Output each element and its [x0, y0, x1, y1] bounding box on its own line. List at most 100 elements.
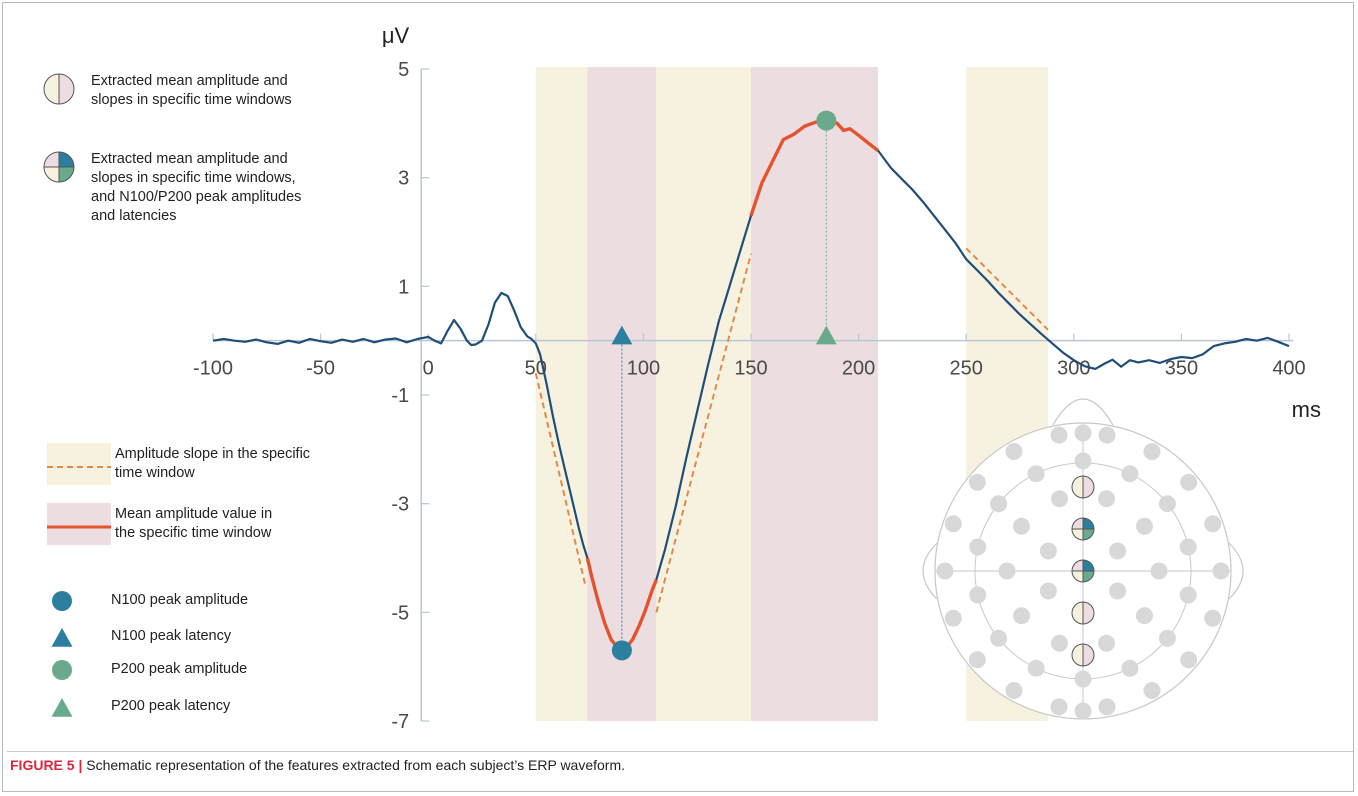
quadrant-top-right	[59, 152, 74, 167]
marked-electrode-2	[1071, 517, 1095, 541]
quadrant-bottom-left	[1072, 571, 1083, 582]
x-tick-label: -50	[306, 358, 335, 380]
four-quadrant-circle-icon	[43, 151, 75, 183]
outline	[43, 151, 75, 183]
electrode	[1013, 517, 1030, 535]
marked-electrode-4	[1071, 601, 1095, 625]
head-left-ear	[922, 542, 938, 600]
electrode	[1109, 582, 1127, 600]
erp-waveform-line	[212, 119, 1290, 652]
slope-lines	[534, 247, 1049, 613]
electrode	[990, 495, 1008, 513]
marked-electrode-1	[1071, 475, 1095, 499]
electrode	[1074, 424, 1092, 442]
left-half	[1072, 602, 1083, 624]
outline	[1071, 643, 1095, 667]
n100-amplitude-marker	[611, 640, 632, 661]
head-right-ear	[1228, 542, 1244, 600]
left-half	[1072, 644, 1083, 666]
electrode	[990, 629, 1008, 647]
time-window-1	[535, 67, 588, 721]
quadrant-bottom-right	[59, 167, 74, 182]
electrode	[1039, 582, 1057, 600]
legend-swatch-yellow	[47, 443, 111, 485]
legend-top-item-2: Extracted mean amplitude and slopes in sp…	[43, 151, 301, 224]
blue-triangle-icon	[51, 628, 73, 647]
right-half	[59, 74, 74, 104]
electrode	[1050, 698, 1068, 716]
electrode	[1121, 465, 1139, 483]
electrode	[1204, 609, 1222, 627]
legend-text-line: Extracted mean amplitude and	[91, 151, 288, 167]
electrode	[969, 586, 987, 604]
electrode	[1121, 659, 1139, 677]
right-half	[1083, 644, 1094, 666]
time-window-4	[751, 67, 878, 721]
electrode	[1143, 443, 1161, 460]
two-quadrant-circle-icon	[43, 73, 75, 105]
electrode	[944, 609, 962, 627]
legend-bottom-item-2: Mean amplitude value in the specific time…	[47, 503, 272, 545]
legend-text-line: slopes in specific time windows	[91, 92, 292, 108]
quadrant-top-left	[1072, 518, 1083, 529]
outline	[1071, 601, 1095, 625]
electrode	[1098, 634, 1115, 652]
legend-text-line: and N100/P200 peak amplitudes	[91, 189, 301, 205]
legend-text-line: time window	[115, 465, 195, 481]
p200-amplitude-marker	[816, 110, 837, 131]
electrode	[1180, 651, 1198, 669]
legend-text-line: Mean amplitude value in	[115, 506, 272, 522]
axes: -100 -50 0 50 100 150 200 250 300 350 400531-1-3-5…	[193, 23, 1321, 733]
left-half	[44, 74, 59, 104]
n100-latency-marker	[611, 325, 633, 345]
x-tick-label: 400	[1272, 358, 1305, 380]
legend-text-line: Extracted mean amplitude and	[91, 73, 288, 89]
y-tick-label: -1	[391, 385, 409, 407]
x-tick-label: 150	[734, 358, 767, 380]
outline	[43, 73, 75, 105]
electrode	[1180, 473, 1198, 491]
right-half	[1083, 602, 1094, 624]
legend-swatch-pink	[47, 503, 111, 545]
electrode	[1013, 607, 1030, 625]
quadrant-top-left	[44, 152, 59, 167]
y-axis-unit-label: μV	[382, 23, 410, 48]
marked-electrode-3	[1071, 559, 1095, 583]
x-tick-label: 0	[423, 358, 434, 380]
electrode	[1074, 702, 1092, 720]
electrode-head-map	[922, 398, 1244, 720]
electrode	[1212, 562, 1230, 580]
legend-bottom-item-3: N100 peak amplitude	[52, 591, 248, 611]
x-tick-label: 300	[1057, 358, 1090, 380]
figure-label: FIGURE 5 |	[10, 757, 83, 773]
electrode	[998, 562, 1016, 580]
legend-text-line: P200 peak amplitude	[111, 661, 247, 677]
left-half	[1072, 476, 1083, 498]
electrode	[1039, 542, 1057, 560]
x-tick-label: 350	[1165, 358, 1198, 380]
head-nose	[1052, 398, 1114, 426]
blue-circle-icon	[52, 591, 72, 611]
legend-text-line: P200 peak latency	[111, 698, 231, 714]
marked-electrode-5	[1071, 643, 1095, 667]
electrode	[1179, 538, 1197, 556]
electrode	[944, 515, 962, 533]
legend-bottom-item-1: Amplitude slope in the specific time wind…	[47, 443, 310, 485]
outline	[1071, 475, 1095, 499]
y-tick-label: 1	[398, 276, 409, 298]
erp-chart: -100 -50 0 50 100 150 200 250 300 350 400531-1-3-5…	[43, 23, 1321, 733]
slope-line-1	[534, 373, 587, 586]
legend-text-line: N100 peak latency	[111, 628, 232, 644]
electrode	[968, 473, 986, 491]
quadrant-bottom-right	[1083, 571, 1094, 582]
y-tick-label: -3	[391, 494, 409, 516]
quadrant-top-right	[1083, 518, 1094, 529]
quadrant-bottom-right	[1083, 529, 1094, 540]
x-axis-unit-label: ms	[1292, 397, 1321, 422]
electrode	[1143, 682, 1161, 699]
quadrant-top-left	[1072, 560, 1083, 571]
y-tick-label: 3	[398, 168, 409, 190]
electrode	[1074, 670, 1092, 688]
green-circle-icon	[52, 660, 72, 680]
slope-line-2	[655, 253, 752, 613]
